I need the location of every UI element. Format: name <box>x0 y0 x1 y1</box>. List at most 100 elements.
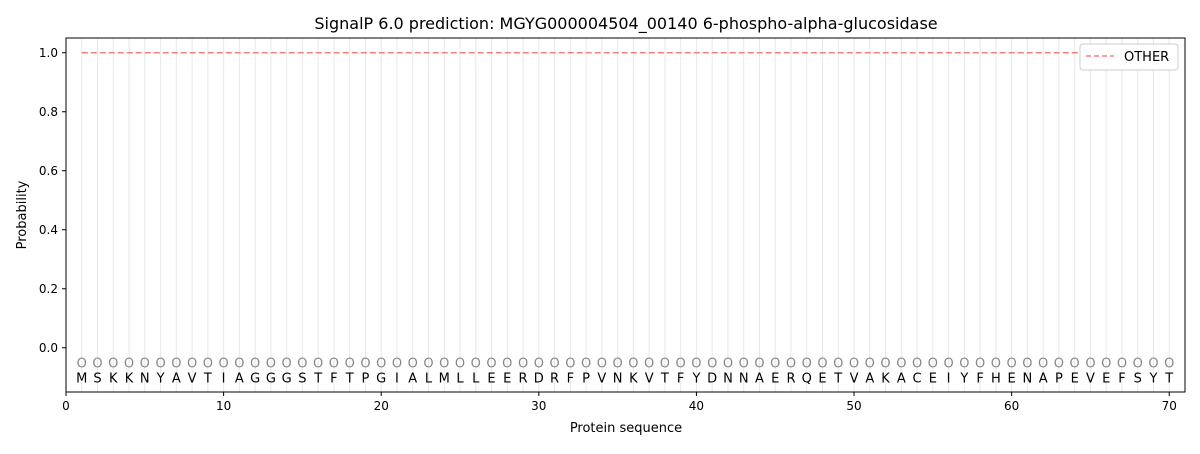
label-marker: O <box>313 357 323 372</box>
residue-label: S <box>93 371 101 386</box>
label-marker: O <box>345 357 355 372</box>
label-marker: O <box>975 357 985 372</box>
label-marker: O <box>628 357 638 372</box>
label-marker: O <box>140 357 150 372</box>
residue-label: Y <box>959 371 968 386</box>
label-marker: O <box>266 357 276 372</box>
x-axis-label: Protein sequence <box>570 421 682 436</box>
x-tick-label: 50 <box>846 399 861 413</box>
residue-label: T <box>1164 371 1173 386</box>
label-marker: O <box>739 357 749 372</box>
label-marker: O <box>234 357 244 372</box>
residue-label: C <box>913 371 922 386</box>
label-marker: O <box>1022 357 1032 372</box>
residue-label: N <box>723 371 733 386</box>
label-marker: O <box>92 357 102 372</box>
label-marker: O <box>880 357 890 372</box>
legend-label-other: OTHER <box>1124 50 1169 65</box>
label-marker: O <box>959 357 969 372</box>
y-tick-label: 0.4 <box>39 223 58 237</box>
label-marker: O <box>943 357 953 372</box>
label-marker: O <box>613 357 623 372</box>
label-marker: O <box>786 357 796 372</box>
x-tick-label: 20 <box>374 399 389 413</box>
label-marker: O <box>455 357 465 372</box>
label-marker: O <box>250 357 260 372</box>
label-marker: O <box>502 357 512 372</box>
residue-label: E <box>1008 371 1016 386</box>
y-tick-label: 1.0 <box>39 46 58 60</box>
residue-label: R <box>786 371 795 386</box>
label-marker: O <box>423 357 433 372</box>
y-tick-label: 0.2 <box>39 282 58 296</box>
residue-label: T <box>660 371 669 386</box>
label-marker: O <box>486 357 496 372</box>
label-marker: O <box>833 357 843 372</box>
residue-label: N <box>613 371 623 386</box>
residue-label: F <box>976 371 983 386</box>
residue-label: L <box>472 371 480 386</box>
label-marker: O <box>1038 357 1048 372</box>
label-marker: O <box>155 357 165 372</box>
residue-label: S <box>1134 371 1142 386</box>
residue-label: N <box>739 371 749 386</box>
label-marker: O <box>991 357 1001 372</box>
label-marker: O <box>282 357 292 372</box>
residue-label: A <box>755 371 764 386</box>
residue-label: Y <box>691 371 700 386</box>
label-marker: O <box>865 357 875 372</box>
label-marker: O <box>534 357 544 372</box>
label-marker: O <box>817 357 827 372</box>
label-marker: O <box>1101 357 1111 372</box>
label-marker: O <box>108 357 118 372</box>
label-marker: O <box>597 357 607 372</box>
residue-label: K <box>881 371 890 386</box>
residue-label: I <box>395 371 399 386</box>
label-marker: O <box>581 357 591 372</box>
label-marker: O <box>1007 357 1017 372</box>
residue-label: G <box>266 371 276 386</box>
label-marker: O <box>171 357 181 372</box>
residue-label: V <box>597 371 606 386</box>
label-marker: O <box>203 357 213 372</box>
residue-label: A <box>235 371 244 386</box>
label-marker: O <box>124 357 134 372</box>
label-marker: O <box>549 357 559 372</box>
chart-title: SignalP 6.0 prediction: MGYG000004504_00… <box>314 14 937 34</box>
label-marker: O <box>896 357 906 372</box>
residue-label: G <box>250 371 260 386</box>
residue-label: K <box>125 371 134 386</box>
residue-label: M <box>76 371 87 386</box>
residue-label: F <box>567 371 574 386</box>
label-marker: O <box>392 357 402 372</box>
x-tick-label: 40 <box>689 399 704 413</box>
residue-label: S <box>298 371 306 386</box>
label-marker: O <box>518 357 528 372</box>
x-tick-label: 30 <box>531 399 546 413</box>
label-marker: O <box>691 357 701 372</box>
residue-label: V <box>1086 371 1095 386</box>
label-marker: O <box>723 357 733 372</box>
residue-label: G <box>376 371 386 386</box>
residue-label: F <box>330 371 337 386</box>
residue-label: V <box>188 371 197 386</box>
label-marker: O <box>928 357 938 372</box>
residue-label: F <box>677 371 684 386</box>
residue-label: E <box>929 371 937 386</box>
label-marker: O <box>1085 357 1095 372</box>
label-marker: O <box>439 357 449 372</box>
residue-label: E <box>503 371 511 386</box>
residue-label: P <box>362 371 370 386</box>
residue-label: N <box>1023 371 1033 386</box>
residue-label: T <box>203 371 212 386</box>
label-marker: O <box>644 357 654 372</box>
residue-label: E <box>487 371 495 386</box>
residue-label: A <box>897 371 906 386</box>
residue-label: D <box>534 371 544 386</box>
residue-label: Y <box>156 371 165 386</box>
y-tick-label: 0.6 <box>39 164 58 178</box>
residue-label: E <box>1102 371 1110 386</box>
residue-label: E <box>1071 371 1079 386</box>
residue-label: I <box>947 371 951 386</box>
